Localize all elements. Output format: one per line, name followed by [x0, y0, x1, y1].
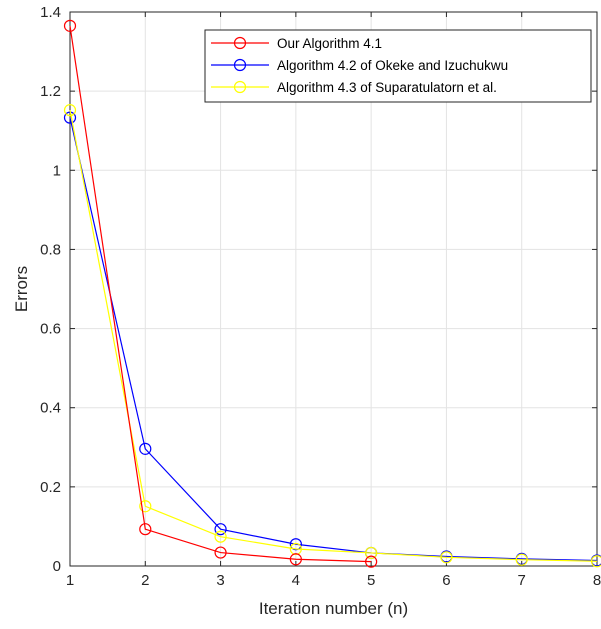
- legend-marker-series-1: [233, 36, 247, 50]
- legend-marker-series-2: [233, 58, 247, 72]
- data-point: [63, 19, 77, 32]
- legend-label-series-2: Algorithm 4.2 of Okeke and Izuchukwu: [277, 58, 508, 73]
- legend-entry-3: Algorithm 4.3 of Suparatulatorn et al.: [211, 80, 497, 95]
- x-tick-label: 4: [292, 572, 300, 589]
- series-3: [63, 104, 601, 568]
- y-tick-label: 0.4: [40, 400, 61, 417]
- x-tick-label: 7: [518, 572, 526, 589]
- series-line: [69, 110, 598, 562]
- data-point: [214, 530, 227, 543]
- data-point: [139, 442, 152, 455]
- data-point: [139, 500, 152, 513]
- plot-area: [69, 11, 598, 567]
- data-point: [289, 538, 302, 551]
- legend-entry-2: Algorithm 4.2 of Okeke and Izuchukwu: [211, 58, 508, 73]
- data-point: [289, 542, 302, 556]
- x-axis-title: Iteration number (n): [259, 599, 408, 618]
- data-point: [214, 523, 227, 536]
- data-point: [63, 104, 77, 117]
- x-tick-label: 2: [141, 572, 149, 589]
- y-axis-title: Errors: [12, 266, 31, 312]
- data-point: [440, 551, 453, 564]
- y-tick-label: 0.8: [40, 241, 61, 258]
- data-point: [214, 546, 227, 559]
- y-tick-label: 0.6: [40, 321, 61, 338]
- legend: Our Algorithm 4.1 Algorithm 4.2 of Okeke…: [204, 29, 592, 103]
- data-point: [139, 523, 152, 536]
- y-tick-label: 0: [53, 558, 61, 575]
- data-point: [365, 546, 378, 560]
- y-tick-label: 1.4: [40, 4, 61, 21]
- series-group: [63, 19, 601, 568]
- series-1: [63, 19, 378, 568]
- data-point: [289, 553, 302, 566]
- y-tick-label: 0.2: [40, 479, 61, 496]
- x-tick-label: 8: [593, 572, 601, 589]
- series-line: [69, 117, 598, 562]
- x-tick-label: 3: [216, 572, 224, 589]
- x-tick-label: 6: [442, 572, 450, 589]
- y-tick-label: 1.2: [40, 83, 61, 100]
- data-point: [515, 553, 528, 566]
- legend-entry-1: Our Algorithm 4.1: [211, 36, 382, 51]
- axis-ticks: 1 2 3 4 5 6 7 8 0 0.2 0.4 0.6 0.8 1 1.2 1.4: [40, 4, 601, 589]
- legend-box: [204, 29, 592, 103]
- legend-label-series-1: Our Algorithm 4.1: [277, 36, 382, 51]
- x-tick-label: 1: [66, 572, 74, 589]
- data-point: [365, 555, 378, 568]
- data-point: [590, 555, 601, 568]
- y-tick-label: 1: [53, 162, 61, 179]
- legend-marker-series-3: [233, 80, 247, 94]
- series-line: [69, 25, 372, 563]
- legend-label-series-3: Algorithm 4.3 of Suparatulatorn et al.: [277, 80, 497, 95]
- x-tick-label: 5: [367, 572, 375, 589]
